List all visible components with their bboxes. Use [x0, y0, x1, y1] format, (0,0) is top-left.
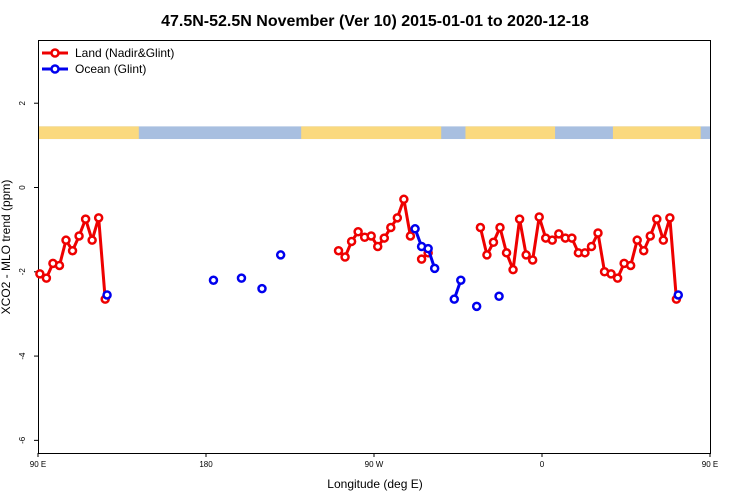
data-point [527, 255, 538, 265]
data-point [612, 273, 623, 283]
y-tick-label: 2 [18, 100, 27, 105]
data-point [346, 236, 357, 247]
data-point [275, 250, 286, 260]
data-point [488, 237, 499, 248]
data-point [372, 241, 383, 252]
data-point [501, 248, 512, 258]
data-point [625, 260, 636, 271]
series-0 [35, 194, 682, 304]
data-point [353, 227, 363, 237]
data-point [54, 260, 65, 271]
land-ocean-strip [38, 126, 710, 140]
legend-label: Ocean (Glint) [75, 62, 146, 76]
data-point [208, 275, 219, 285]
data-point [606, 269, 616, 279]
legend-marker [50, 64, 60, 74]
data-point [87, 235, 97, 245]
data-point [386, 222, 396, 233]
legend-marker [50, 48, 60, 58]
data-point [333, 245, 344, 256]
x-axis-label: Longitude (deg E) [327, 477, 422, 491]
data-point [514, 214, 525, 224]
data-point [416, 254, 427, 264]
data-point [673, 290, 684, 300]
data-point [257, 283, 267, 294]
y-tick-label: -6 [18, 436, 27, 444]
data-point [35, 269, 45, 279]
series-layer [35, 194, 684, 312]
data-point [521, 250, 531, 260]
data-point [508, 264, 518, 275]
series-line [478, 215, 678, 300]
data-point [399, 194, 409, 205]
series-line [39, 216, 107, 300]
data-point [236, 273, 247, 283]
land-band-1 [301, 126, 442, 140]
x-axis: 90 E 180 90 W 0 90 E [30, 453, 718, 469]
data-point [632, 235, 642, 245]
data-point [547, 235, 558, 245]
y-tick-label: -2 [18, 268, 27, 276]
chart-title: 47.5N-52.5N November (Ver 10) 2015-01-01… [161, 13, 589, 30]
data-point [638, 245, 649, 256]
data-point [41, 273, 52, 283]
data-point [449, 294, 460, 304]
data-point [475, 222, 486, 233]
data-point [340, 252, 350, 262]
y-tick-label: -4 [18, 352, 27, 360]
data-point [586, 241, 597, 252]
data-point [74, 231, 84, 241]
land-band-3 [612, 126, 701, 140]
data-point [93, 213, 104, 223]
y-axis: 2 0 -2 -4 -6 [18, 100, 38, 444]
data-point [554, 229, 564, 239]
data-point [580, 248, 590, 258]
data-point [645, 231, 656, 241]
data-point [658, 235, 669, 245]
data-point [80, 214, 91, 224]
data-point [593, 228, 603, 238]
series-1 [102, 224, 684, 312]
data-point [665, 213, 675, 223]
x-tick-label: 0 [540, 460, 545, 469]
data-point [423, 243, 433, 254]
data-point [494, 291, 504, 301]
data-point [456, 275, 466, 285]
data-point [392, 213, 403, 223]
data-point [567, 233, 577, 243]
data-point [652, 214, 662, 224]
x-tick-label: 90 W [365, 460, 384, 469]
x-tick-label: 90 E [30, 460, 46, 469]
data-point [67, 245, 78, 256]
data-point [405, 231, 416, 241]
legend: Land (Nadir&Glint) Ocean (Glint) [42, 46, 174, 76]
data-point [482, 250, 492, 260]
data-point [410, 224, 420, 234]
land-band-2 [465, 126, 556, 140]
x-tick-label: 90 E [702, 460, 718, 469]
data-point [366, 231, 376, 241]
data-point [429, 263, 440, 274]
data-point [379, 233, 390, 243]
data-point [534, 212, 544, 222]
y-tick-label: 0 [18, 185, 27, 190]
legend-label: Land (Nadir&Glint) [75, 46, 174, 60]
land-band-0 [38, 126, 139, 140]
data-point [61, 235, 71, 245]
y-axis-label: XCO2 - MLO trend (ppm) [0, 180, 13, 315]
x-tick-label: 180 [199, 460, 213, 469]
data-point [471, 301, 482, 312]
data-point [495, 222, 505, 233]
data-point [102, 290, 112, 300]
